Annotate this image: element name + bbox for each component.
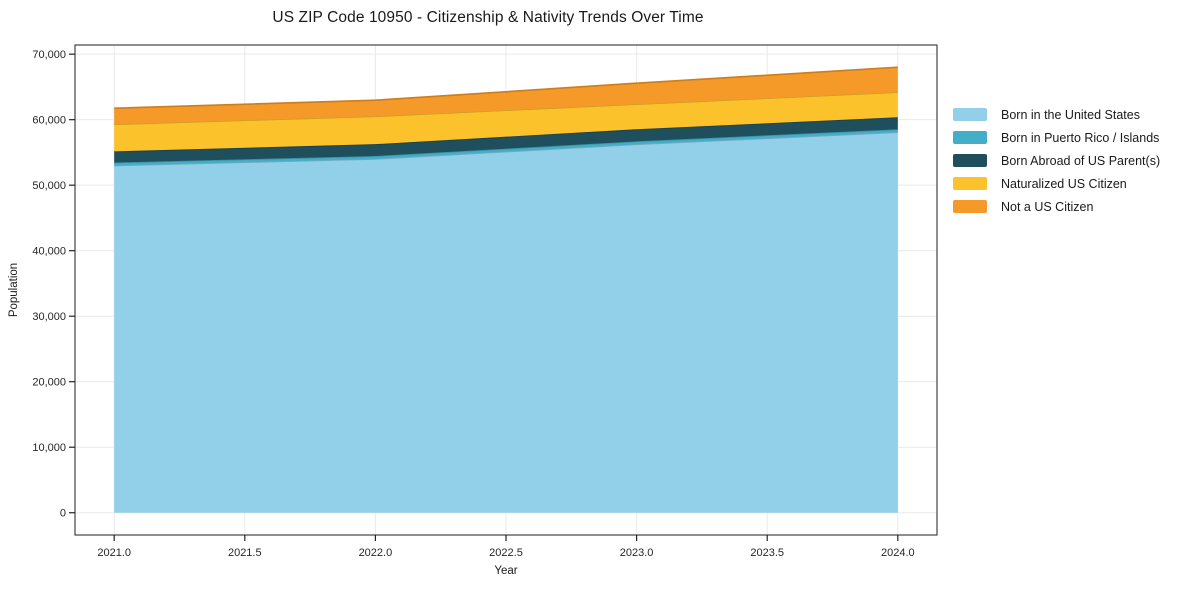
legend: Born in the United States Born in Puerto … (953, 103, 1160, 218)
axis-ticks: 2021.0 2021.5 2022.0 2022.5 2023.0 2023.5 2024… (32, 49, 914, 559)
y-tick-label: 0 (60, 508, 66, 520)
y-tick-label: 50,000 (32, 180, 66, 192)
area-edge-not-a-us-citizen (114, 66, 898, 110)
legend-item-not-a-us-citizen: Not a US Citizen (953, 195, 1160, 218)
legend-label: Born Abroad of US Parent(s) (1001, 153, 1161, 168)
y-tick-label: 40,000 (32, 246, 66, 258)
y-tick-label: 20,000 (32, 377, 66, 389)
legend-label: Not a US Citizen (1001, 199, 1094, 214)
legend-swatch-not-a-us-citizen (953, 200, 987, 213)
x-tick-label: 2022.5 (489, 547, 523, 559)
legend-swatch-naturalized-us-citizen (953, 177, 987, 190)
y-tick-label: 70,000 (32, 49, 66, 61)
y-tick-label: 30,000 (32, 311, 66, 323)
area-naturalized-us-citizen (114, 92, 898, 152)
legend-swatch-born-in-puerto-rico-islands (953, 131, 987, 144)
x-tick-label: 2024.0 (881, 547, 915, 559)
area-not-a-us-citizen (114, 67, 898, 125)
x-tick-label: 2023.5 (750, 547, 784, 559)
chart-title: US ZIP Code 10950 - Citizenship & Nativi… (272, 9, 704, 26)
x-tick-label: 2023.0 (620, 547, 654, 559)
y-tick-label: 60,000 (32, 115, 66, 127)
legend-item-born-in-puerto-rico-islands: Born in Puerto Rico / Islands (953, 126, 1160, 149)
y-axis-label: Population (8, 262, 20, 318)
area-born-in-the-united-states (114, 132, 898, 513)
legend-swatch-born-in-the-united-states (953, 108, 987, 121)
legend-label: Born in the United States (1001, 107, 1140, 122)
legend-swatch-born-abroad-of-us-parent-s (953, 154, 987, 167)
x-tick-label: 2021.0 (97, 547, 131, 559)
x-tick-label: 2022.0 (359, 547, 393, 559)
legend-label: Born in Puerto Rico / Islands (1001, 130, 1160, 145)
legend-item-born-abroad-of-us-parent-s: Born Abroad of US Parent(s) (953, 149, 1160, 172)
stacked-areas (114, 66, 898, 513)
y-tick-label: 10,000 (32, 442, 66, 454)
x-axis-label: Year (494, 565, 518, 577)
x-tick-label: 2021.5 (228, 547, 262, 559)
legend-item-born-in-the-united-states: Born in the United States (953, 103, 1160, 126)
legend-item-naturalized-us-citizen: Naturalized US Citizen (953, 172, 1160, 195)
legend-label: Naturalized US Citizen (1001, 176, 1127, 191)
area-born-abroad-of-us-parent-s (114, 117, 898, 163)
